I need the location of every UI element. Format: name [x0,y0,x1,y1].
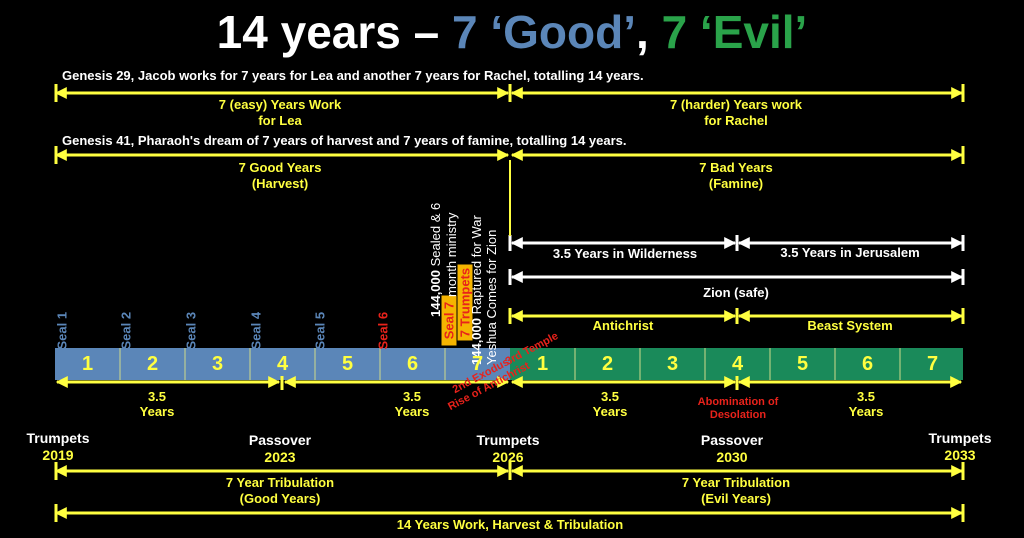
marker-name: Trumpets [928,430,992,446]
good-years-label: 7 Good Years (Harvest) [160,160,400,192]
rachel-line2: for Rachel [704,113,768,128]
harvest-famine-arrows [54,146,965,164]
abomination-line1: Abomination of [697,396,779,408]
half-label-3: 3.5 Years [570,389,650,419]
good-year-3: 3 [211,353,224,375]
half-line2: Years [394,404,430,419]
good-year-4: 4 [276,353,289,375]
half-line1: 3.5 [856,389,876,404]
bad-years-line1: 7 Bad Years [699,160,773,175]
seal-5-label: Seal 5 [312,311,328,350]
marker-name: Passover [700,432,764,448]
genesis41-caption: Genesis 41, Pharaoh's dream of 7 years o… [62,133,627,148]
evil-year-1: 1 [536,353,549,375]
trib-evil-line1: 7 Year Tribulation [681,475,791,490]
half-line1: 3.5 [600,389,620,404]
sealed-ministry-text: 144,000 Sealed & 6 month ministry [428,117,462,317]
tribulation-arrows [54,462,965,522]
sealed-count: 144,000 [428,270,443,317]
jerusalem-label: 3.5 Years in Jerusalem [780,245,920,260]
year-blocks [55,348,963,380]
marker-name: Trumpets [26,430,90,446]
total-label: 14 Years Work, Harvest & Tribulation [396,517,624,532]
marker-trumpets-2026: Trumpets 2026 [458,432,558,466]
page-title: 14 years – 7 ‘Good’, 7 ‘Evil’ [0,6,1024,58]
evil-year-6: 6 [861,353,874,375]
half-line2: Years [592,404,628,419]
evil-year-7: 7 [926,353,939,375]
sealed-rest: Sealed & 6 [428,202,443,270]
genesis29-caption: Genesis 29, Jacob works for 7 years for … [62,68,644,83]
half-label-1: 3.5 Years [117,389,197,419]
evil-years-bar [510,348,963,380]
title-prefix: 14 years – [216,6,452,58]
rachel-label: 7 (harder) Years work for Rachel [616,97,856,129]
seal-3-label: Seal 3 [183,311,199,350]
good-year-1: 1 [81,353,94,375]
good-years-line1: 7 Good Years [238,160,322,175]
raptured-text: 144,000 Raptured for War Yeshua Comes fo… [469,165,503,365]
half-line2: Years [848,404,884,419]
good-years-bar [55,348,510,380]
evil-year-3: 3 [666,353,679,375]
title-evil: 7 ‘Evil’ [661,6,808,58]
marker-passover-2030: Passover 2030 [682,432,782,466]
half-line2: Years [139,404,175,419]
antichrist-label: Antichrist [592,318,654,333]
marker-year: 2019 [42,447,74,463]
raptured-rest: Raptured for War [469,215,484,318]
abomination-line2: Desolation [709,409,767,421]
abomination-note: Abomination of Desolation [668,396,808,422]
lea-line2: for Lea [258,113,302,128]
trib-good-label: 7 Year Tribulation (Good Years) [160,475,400,507]
good-year-5: 5 [341,353,354,375]
evil-year-4: 4 [731,353,744,375]
evil-year-2: 2 [601,353,614,375]
rachel-line1: 7 (harder) Years work [670,97,802,112]
good-year-7: 7 [471,353,484,375]
marker-year: 2030 [716,449,748,465]
trib-evil-label: 7 Year Tribulation (Evil Years) [616,475,856,507]
marker-year: 2033 [944,447,976,463]
yeshua-line: Yeshua Comes for Zion [484,229,499,365]
seal-6-label: Seal 6 [375,311,391,350]
evil-year-5: 5 [796,353,809,375]
wilderness-jerusalem-arrows [508,235,965,285]
bad-years-line2: (Famine) [708,176,764,191]
zion-label: Zion (safe) [703,285,769,300]
half-line1: 3.5 [147,389,167,404]
trib-evil-line2: (Evil Years) [701,491,771,506]
title-separator: , [636,6,662,58]
antichrist-beast-arrows [508,308,965,324]
marker-year: 2026 [492,449,524,465]
marker-name: Trumpets [476,432,540,448]
title-good: 7 ‘Good’ [452,6,636,58]
lea-rachel-arrows [54,84,965,102]
half-line1: 3.5 [402,389,422,404]
lea-line1: 7 (easy) Years Work [218,97,342,112]
seal-1-label: Seal 1 [54,311,70,350]
wilderness-label: 3.5 Years in Wilderness [552,246,698,261]
marker-passover-2023: Passover 2023 [230,432,330,466]
ministry-line: month ministry [444,212,459,297]
good-year-2: 2 [146,353,159,375]
half-label-2: 3.5 Years [372,389,452,419]
lea-label: 7 (easy) Years Work for Lea [160,97,400,129]
trib-good-line1: 7 Year Tribulation [225,475,335,490]
seal-2-label: Seal 2 [118,311,134,350]
trib-good-line2: (Good Years) [239,491,321,506]
bad-years-label: 7 Bad Years (Famine) [616,160,856,192]
beast-label: Beast System [807,318,893,333]
marker-name: Passover [248,432,312,448]
half-period-arrows [55,376,963,390]
half-label-4: 3.5 Years [826,389,906,419]
seal-4-label: Seal 4 [248,311,264,350]
marker-trumpets-2019: Trumpets 2019 [8,430,108,464]
good-years-line2: (Harvest) [251,176,309,191]
good-year-6: 6 [406,353,419,375]
marker-year: 2023 [264,449,296,465]
marker-trumpets-2033: Trumpets 2033 [910,430,1010,464]
